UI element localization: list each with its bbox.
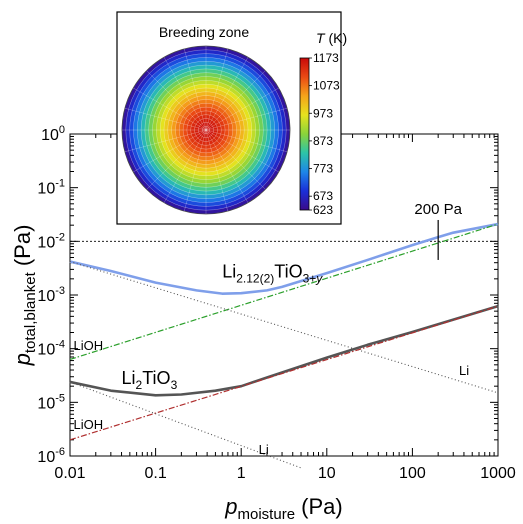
colorbar-tick-label: 1173 xyxy=(313,51,339,65)
curve-label-li_lower: Li xyxy=(259,442,269,457)
mesh-spoke xyxy=(205,48,228,131)
curve-label-part: LiOH xyxy=(74,338,104,353)
x-axis-label: pmoisture (Pa) xyxy=(224,494,342,523)
colorbar-tick-label: 773 xyxy=(313,162,333,176)
curve-label-part: 2 xyxy=(136,378,143,392)
mesh-spoke xyxy=(163,57,207,131)
y-tick-base: 10 xyxy=(41,127,59,144)
colorbar-tick-label: 673 xyxy=(313,189,333,203)
mesh-spoke xyxy=(146,129,207,190)
colorbar xyxy=(299,57,310,211)
y-axis-label-unit: (Pa) xyxy=(10,225,35,273)
series-li2_li xyxy=(69,381,302,469)
y-tick-exponent: 0 xyxy=(59,124,65,136)
y-tick-exponent: -1 xyxy=(55,178,65,190)
y-tick-exponent: -3 xyxy=(55,285,65,297)
y-tick-exponent: -2 xyxy=(55,231,65,243)
x-tick-label: 100 xyxy=(399,465,426,482)
x-axis-label-unit: (Pa) xyxy=(295,494,343,519)
mesh-spoke xyxy=(205,129,279,173)
curve-label-part: LiOH xyxy=(74,417,104,432)
curve-label-li2p12_formula: Li2.12(2)TiO3+y xyxy=(222,262,323,286)
colorbar-tick-label: 1073 xyxy=(313,79,340,93)
curve-label-li_upper: Li xyxy=(459,363,469,378)
mesh-spoke xyxy=(205,57,249,131)
curve-label-part: Li xyxy=(259,442,269,457)
y-tick-base: 10 xyxy=(37,342,55,359)
mesh-spoke xyxy=(146,70,207,131)
y-tick-label: 10-1 xyxy=(37,178,65,198)
curve-label-part: 2.12(2) xyxy=(236,272,274,286)
colorbar-label-unit: (K) xyxy=(325,30,348,46)
y-tick-label: 10-4 xyxy=(37,339,65,359)
curve-label-part: TiO xyxy=(274,262,302,282)
y-tick-label: 10-3 xyxy=(37,285,65,305)
curve-label-li2_formula: Li2TiO3 xyxy=(122,368,178,392)
y-tick-label: 100 xyxy=(41,124,65,144)
series-li2p12_total xyxy=(69,222,499,295)
curve-label-part: Li xyxy=(222,262,236,282)
y-tick-label: 10-2 xyxy=(37,231,65,251)
y-axis-label-var: p xyxy=(10,353,35,366)
mesh-spoke xyxy=(124,129,207,152)
x-tick-label: 1 xyxy=(237,465,246,482)
curve-label-lioh_lower: LiOH xyxy=(74,417,104,432)
y-tick-exponent: -4 xyxy=(55,339,65,351)
x-tick-label: 0.1 xyxy=(144,465,166,482)
y-tick-exponent: -5 xyxy=(55,392,65,404)
mesh-spoke xyxy=(205,129,266,190)
series-li2p12_lioh xyxy=(69,223,499,361)
marker-label: 200 Pa xyxy=(414,201,462,218)
curve-label-part: Li xyxy=(459,363,469,378)
curve-label-lioh_upper: LiOH xyxy=(74,338,104,353)
main-plot: 0.01 0.1 1 10 100 100010010-110-210-310-410-5… xyxy=(10,124,516,523)
colorbar-tick-label: 873 xyxy=(313,134,333,148)
colorbar-tick-label: 973 xyxy=(313,106,333,120)
curve-label-part: Li xyxy=(122,368,136,388)
mesh-spoke xyxy=(124,108,207,131)
x-axis-label-sub: moisture xyxy=(238,506,296,523)
y-axis-label: ptotal,blanket (Pa) xyxy=(10,225,39,367)
y-tick-base: 10 xyxy=(37,288,55,305)
y-tick-label: 10-6 xyxy=(37,446,65,466)
y-axis-label-sub: total,blanket xyxy=(22,271,39,353)
series-li2_lioh xyxy=(69,305,499,441)
y-tick-base: 10 xyxy=(37,181,55,198)
y-tick-label: 10-5 xyxy=(37,392,65,412)
mesh-spoke xyxy=(133,129,207,173)
mesh-spoke xyxy=(163,129,207,203)
mesh-spoke xyxy=(184,129,207,212)
x-tick-label: 1000 xyxy=(480,465,516,482)
colorbar-label: T (K) xyxy=(316,30,347,46)
mesh-spoke xyxy=(205,129,249,203)
x-axis-label-var: p xyxy=(224,494,237,519)
x-tick-label: 0.01 xyxy=(54,465,85,482)
y-tick-base: 10 xyxy=(37,234,55,251)
y-tick-exponent: -6 xyxy=(55,446,65,458)
mesh-spoke xyxy=(205,129,288,152)
y-tick-base: 10 xyxy=(37,449,55,466)
x-tick-label: 10 xyxy=(318,465,336,482)
mesh-spoke xyxy=(205,108,288,131)
mesh-spoke xyxy=(205,70,266,131)
curve-label-part: TiO xyxy=(142,368,170,388)
colorbar-label-var: T xyxy=(316,30,326,46)
inset-breeding-zone: Breeding zone T (K) 1173 1073 973 873 773 67362… xyxy=(116,11,347,225)
inset-title: Breeding zone xyxy=(159,24,250,40)
colorbar-tick-label: 623 xyxy=(313,203,333,217)
mesh-spoke xyxy=(133,87,207,131)
mesh-spoke xyxy=(184,48,207,131)
y-tick-base: 10 xyxy=(37,395,55,412)
curve-label-part: 3+ xyxy=(303,272,317,286)
mesh-spoke xyxy=(205,129,228,212)
curve-label-part: 3 xyxy=(171,378,178,392)
mesh-spoke xyxy=(205,87,279,131)
curve-label-part: y xyxy=(315,272,323,286)
